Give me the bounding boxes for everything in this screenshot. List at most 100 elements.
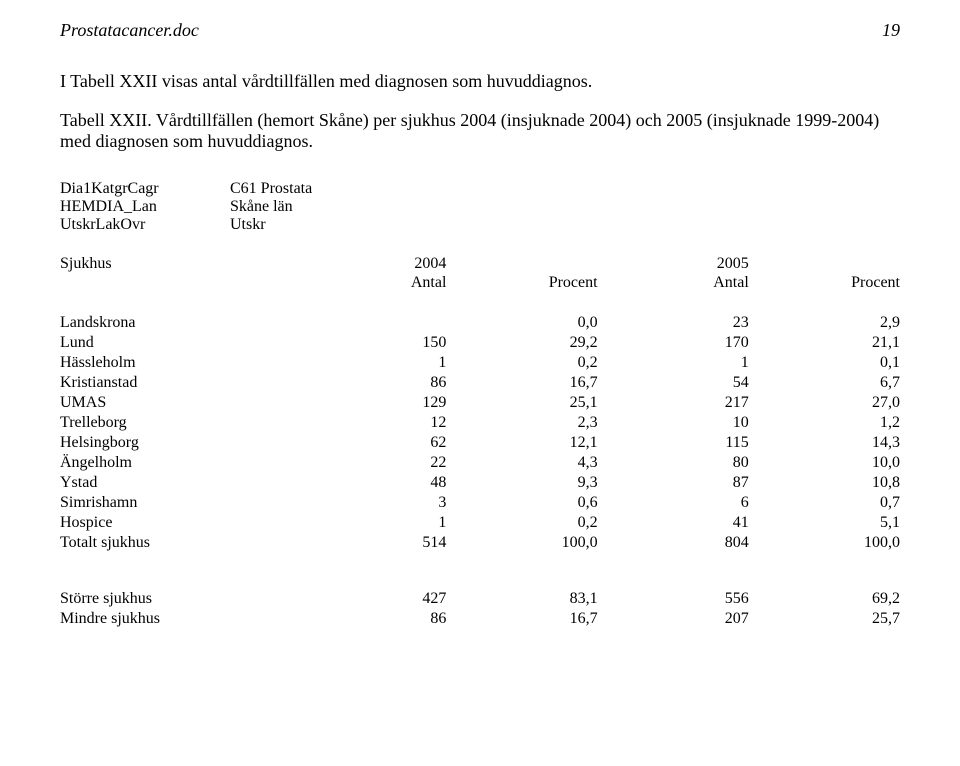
row-label: UMAS: [60, 393, 295, 413]
cell: 217: [598, 393, 749, 413]
summary-row: Större sjukhus 427 83,1 556 69,2: [60, 589, 900, 609]
cell: 48: [295, 473, 446, 493]
col-procent: Procent: [446, 273, 597, 293]
cell: 62: [295, 433, 446, 453]
cell: 6,7: [749, 373, 900, 393]
cell: 21,1: [749, 333, 900, 353]
cell: 16,7: [446, 609, 597, 629]
meta-val: Skåne län: [230, 198, 293, 216]
row-label: Mindre sjukhus: [60, 609, 295, 629]
cell: 115: [598, 433, 749, 453]
cell: 10,0: [749, 453, 900, 473]
cell: 514: [295, 533, 446, 553]
row-label: Trelleborg: [60, 413, 295, 433]
group-col-label: Sjukhus: [60, 254, 295, 273]
cell: 80: [598, 453, 749, 473]
cell: 83,1: [446, 589, 597, 609]
row-label: Hässleholm: [60, 353, 295, 373]
cell: 69,2: [749, 589, 900, 609]
summary-row: Mindre sjukhus 86 16,7 207 25,7: [60, 609, 900, 629]
cell: 2,9: [749, 313, 900, 333]
table-row: Landskrona 0,0 23 2,9: [60, 313, 900, 333]
table-col-row: Antal Procent Antal Procent: [60, 273, 900, 293]
cell: 427: [295, 589, 446, 609]
cell: 556: [598, 589, 749, 609]
cell: 22: [295, 453, 446, 473]
table-row: Lund 150 29,2 170 21,1: [60, 333, 900, 353]
cell: 4,3: [446, 453, 597, 473]
cell: [295, 313, 446, 333]
cell: 150: [295, 333, 446, 353]
year-b: 2005: [598, 254, 749, 273]
row-label: Landskrona: [60, 313, 295, 333]
cell: 10: [598, 413, 749, 433]
col-antal: Antal: [295, 273, 446, 293]
cell: 3: [295, 493, 446, 513]
cell: 27,0: [749, 393, 900, 413]
cell: 2,3: [446, 413, 597, 433]
cell: 54: [598, 373, 749, 393]
meta-val: C61 Prostata: [230, 180, 312, 198]
table-year-row: Sjukhus 2004 2005: [60, 254, 900, 273]
cell: 41: [598, 513, 749, 533]
cell: 87: [598, 473, 749, 493]
table-row: UMAS 129 25,1 217 27,0: [60, 393, 900, 413]
meta-key: HEMDIA_Lan: [60, 198, 230, 216]
cell: 804: [598, 533, 749, 553]
cell: 1: [598, 353, 749, 373]
cell: 170: [598, 333, 749, 353]
cell: 14,3: [749, 433, 900, 453]
row-label: Ystad: [60, 473, 295, 493]
cell: 9,3: [446, 473, 597, 493]
table-caption: Tabell XXII. Vårdtillfällen (hemort Skån…: [60, 110, 900, 152]
cell: 0,0: [446, 313, 597, 333]
row-label: Ängelholm: [60, 453, 295, 473]
cell: 29,2: [446, 333, 597, 353]
cell: 86: [295, 373, 446, 393]
meta-key: UtskrLakOvr: [60, 216, 230, 234]
cell: 1: [295, 353, 446, 373]
cell: 100,0: [446, 533, 597, 553]
cell: 207: [598, 609, 749, 629]
row-label: Helsingborg: [60, 433, 295, 453]
col-procent: Procent: [749, 273, 900, 293]
table-row: Ängelholm 22 4,3 80 10,0: [60, 453, 900, 473]
cell: 1: [295, 513, 446, 533]
cell: 16,7: [446, 373, 597, 393]
doc-title: Prostatacancer.doc: [60, 20, 199, 41]
table-row: Hässleholm 1 0,2 1 0,1: [60, 353, 900, 373]
cell: 86: [295, 609, 446, 629]
intro-paragraph: I Tabell XXII visas antal vårdtillfällen…: [60, 71, 900, 92]
table-row: Ystad 48 9,3 87 10,8: [60, 473, 900, 493]
row-label: Lund: [60, 333, 295, 353]
row-label: Hospice: [60, 513, 295, 533]
meta-block: Dia1KatgrCagr C61 Prostata HEMDIA_Lan Sk…: [60, 180, 900, 234]
page: Prostatacancer.doc 19 I Tabell XXII visa…: [0, 0, 960, 766]
data-table: Sjukhus 2004 2005 Antal Procent Antal Pr…: [60, 254, 900, 629]
year-a: 2004: [295, 254, 446, 273]
col-antal: Antal: [598, 273, 749, 293]
meta-key: Dia1KatgrCagr: [60, 180, 230, 198]
table-row: Trelleborg 12 2,3 10 1,2: [60, 413, 900, 433]
row-label: Kristianstad: [60, 373, 295, 393]
cell: 5,1: [749, 513, 900, 533]
cell: 0,2: [446, 513, 597, 533]
cell: 10,8: [749, 473, 900, 493]
cell: 6: [598, 493, 749, 513]
meta-row: UtskrLakOvr Utskr: [60, 216, 900, 234]
row-label: Simrishamn: [60, 493, 295, 513]
cell: 0,1: [749, 353, 900, 373]
table-row: Kristianstad 86 16,7 54 6,7: [60, 373, 900, 393]
table-row: Simrishamn 3 0,6 6 0,7: [60, 493, 900, 513]
cell: 1,2: [749, 413, 900, 433]
cell: 100,0: [749, 533, 900, 553]
table-row: Hospice 1 0,2 41 5,1: [60, 513, 900, 533]
meta-row: HEMDIA_Lan Skåne län: [60, 198, 900, 216]
cell: 0,2: [446, 353, 597, 373]
cell: 12: [295, 413, 446, 433]
cell: 23: [598, 313, 749, 333]
page-header: Prostatacancer.doc 19: [60, 20, 900, 41]
page-number: 19: [882, 20, 900, 41]
cell: 12,1: [446, 433, 597, 453]
cell: 0,6: [446, 493, 597, 513]
